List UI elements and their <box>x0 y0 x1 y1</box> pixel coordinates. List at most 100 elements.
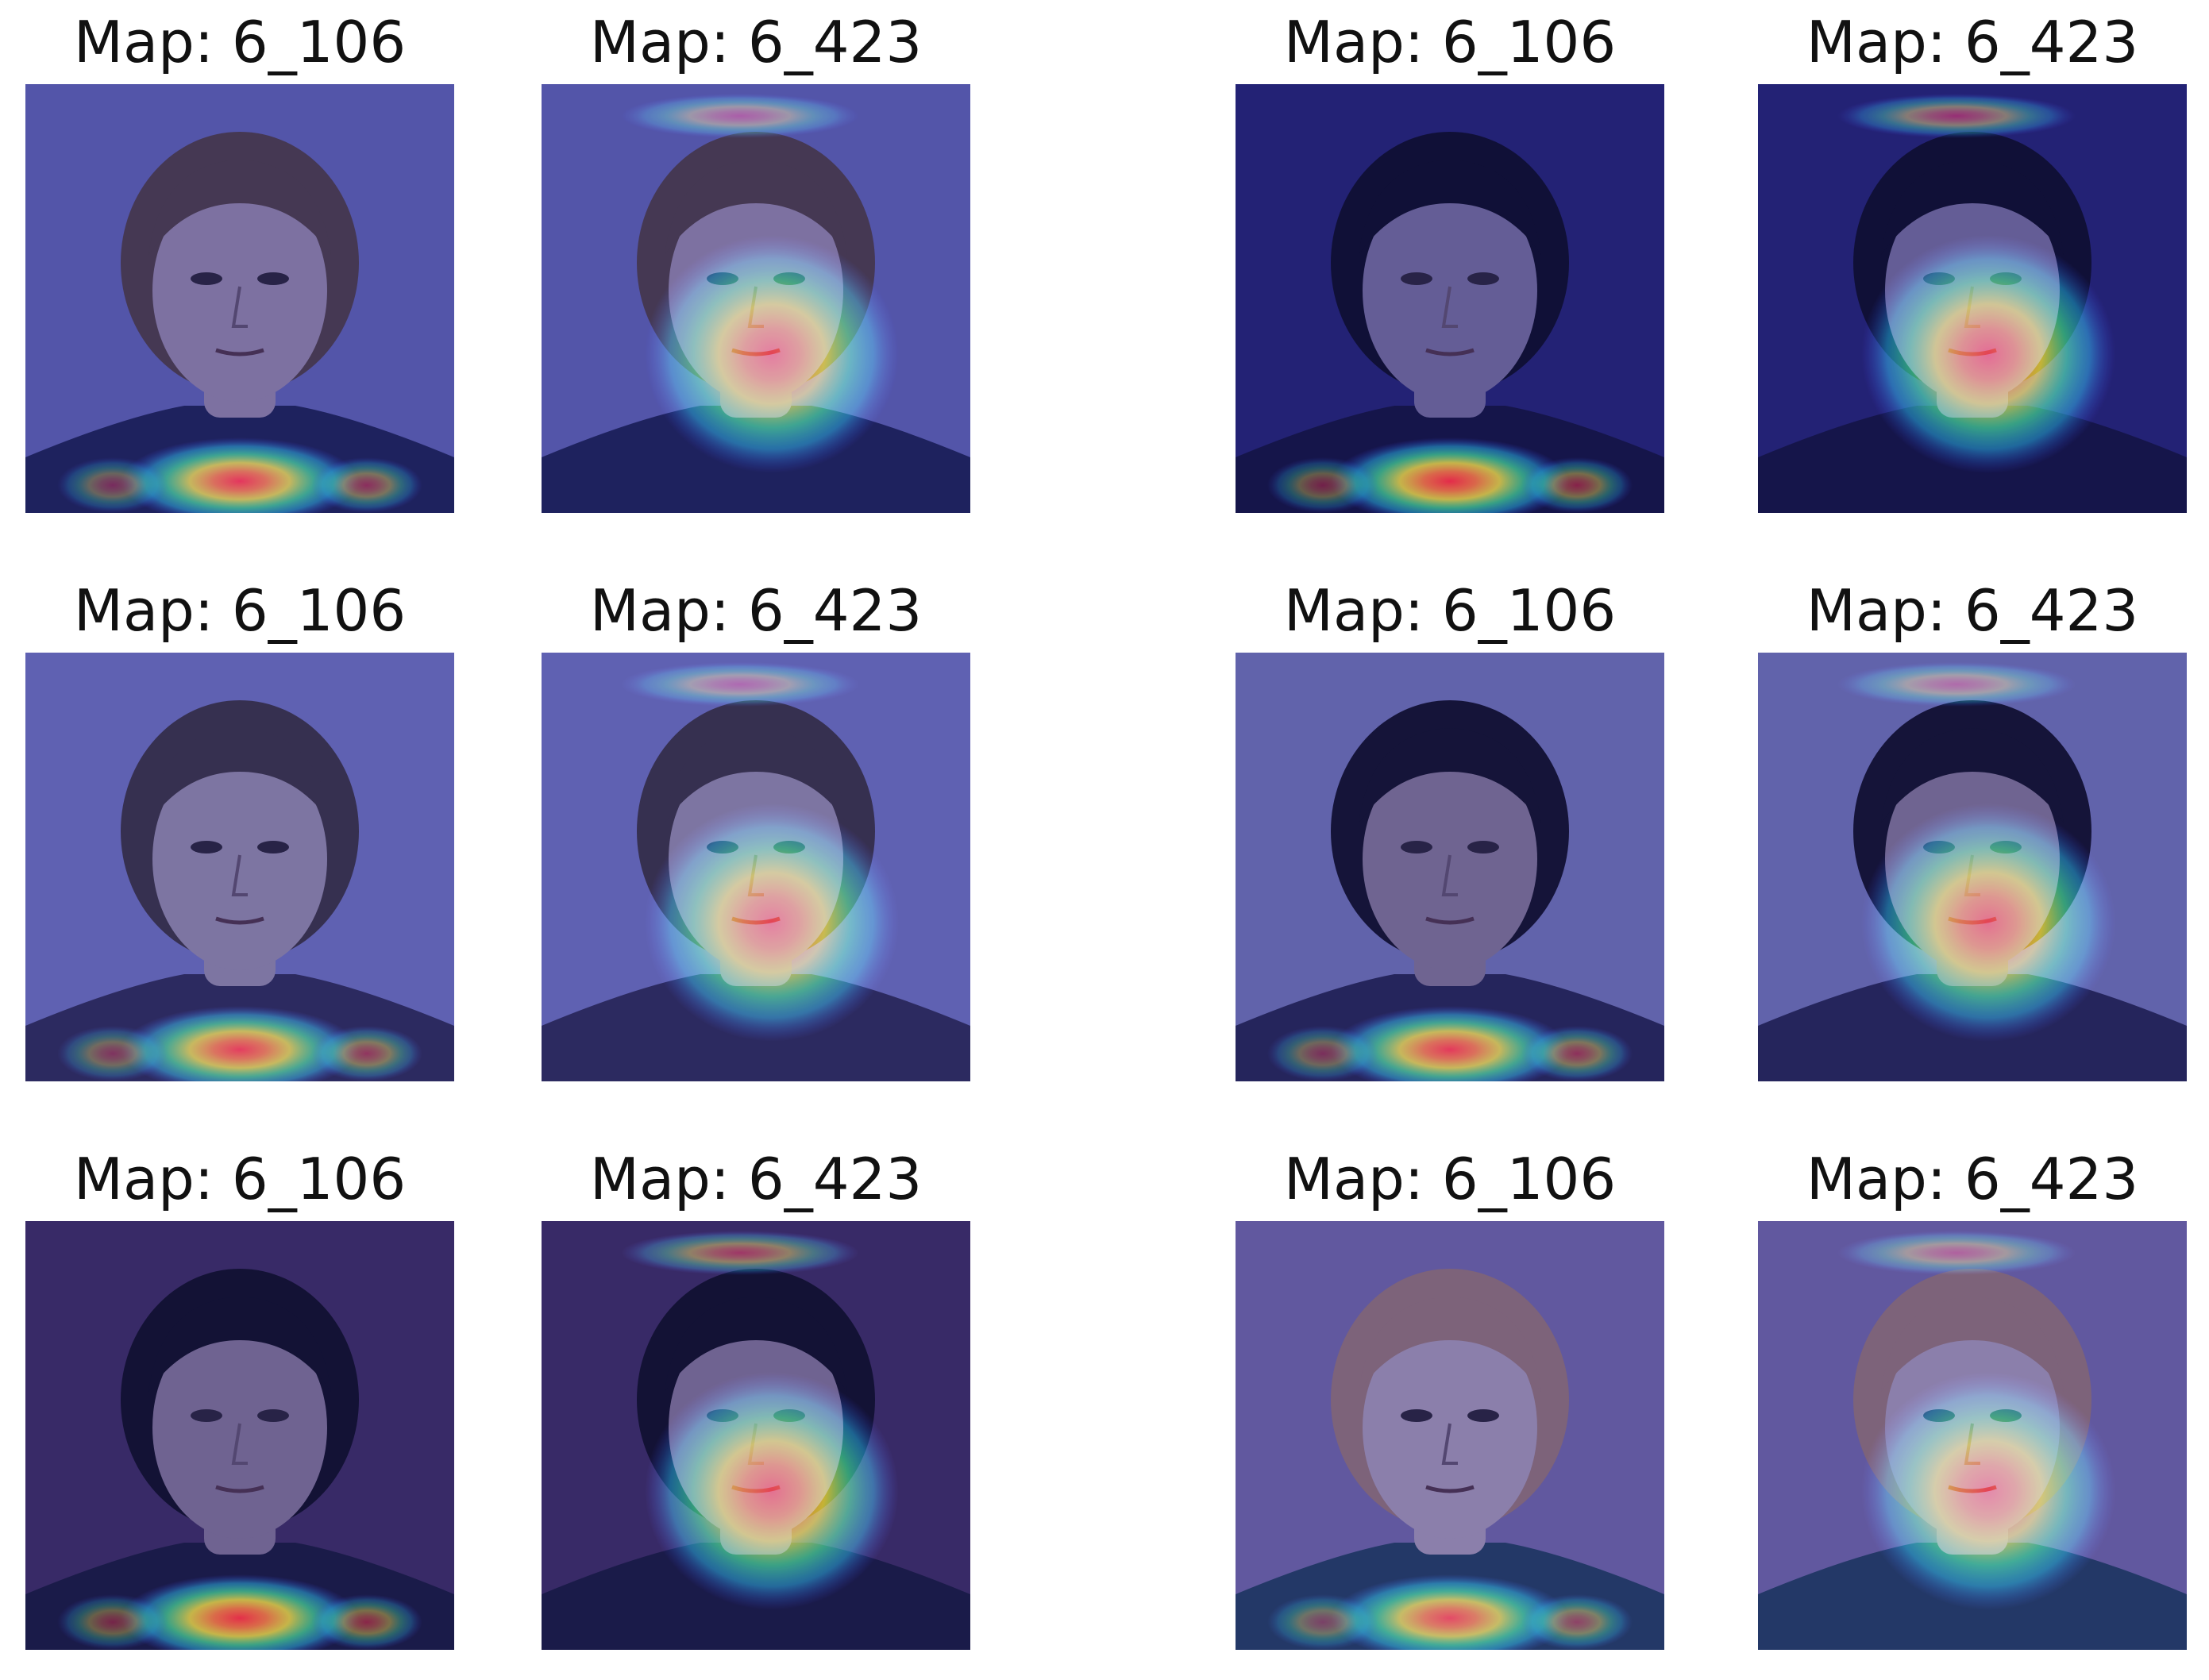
right-eye <box>1467 1409 1499 1422</box>
heat-blob-face <box>1861 1372 2115 1610</box>
hair-fringe <box>1359 1297 1541 1392</box>
left-eye <box>1401 1409 1432 1422</box>
heatmap-image <box>25 653 454 1081</box>
heat-overlay <box>1837 662 2115 1042</box>
nose <box>231 854 248 896</box>
heat-blob-top <box>621 662 859 707</box>
heatmap-svg <box>542 1221 970 1650</box>
panel-title: Map: 6_106 <box>73 577 407 644</box>
heat-blob-shoulder <box>1521 1594 1633 1650</box>
colormap-tint <box>1236 84 1664 513</box>
heat-blob-shoulder <box>1267 457 1378 513</box>
heat-blob-shoulder <box>1521 457 1633 513</box>
heatmap-image <box>1236 1221 1664 1650</box>
heatmap-image <box>1236 653 1664 1081</box>
heat-overlay <box>1837 1231 2115 1610</box>
nose <box>231 286 248 328</box>
heatmap-image <box>542 653 970 1081</box>
mouth <box>215 916 264 925</box>
heatmap-svg <box>25 84 454 513</box>
heat-blob-top <box>621 94 859 138</box>
colormap-tint <box>1758 84 2187 513</box>
heatmap-svg <box>1758 1221 2187 1650</box>
right-eye <box>257 1409 289 1422</box>
heat-overlay <box>57 437 422 513</box>
hair-fringe <box>148 1297 331 1392</box>
heat-blob-shoulder <box>311 1594 422 1650</box>
hair-fringe <box>1881 728 2064 823</box>
mouth <box>1425 916 1475 925</box>
heat-blob-shoulder <box>311 1026 422 1081</box>
left-eye <box>191 272 222 285</box>
colormap-tint <box>542 1221 970 1650</box>
mouth <box>1425 1485 1475 1493</box>
right-eye <box>1467 272 1499 285</box>
colormap-tint <box>25 1221 454 1650</box>
hair-fringe <box>1359 728 1541 823</box>
heatmap-image <box>25 1221 454 1650</box>
panel-title: Map: 6_423 <box>589 577 923 644</box>
heat-blob-top <box>1837 1231 2076 1275</box>
heatmap-image <box>1758 653 2187 1081</box>
heat-blob-shoulder <box>57 457 168 513</box>
nose <box>1441 286 1458 328</box>
nose <box>1441 854 1458 896</box>
heat-blob-face <box>1861 235 2115 473</box>
heatmap-svg <box>25 1221 454 1650</box>
mouth <box>215 1485 264 1493</box>
heat-blob-top <box>1837 94 2076 138</box>
hair-fringe <box>1881 1297 2064 1392</box>
panel-title: Map: 6_423 <box>1806 9 2139 75</box>
heat-blob-face <box>645 1372 899 1610</box>
heatmap-svg <box>25 653 454 1081</box>
heat-blob-shoulder <box>311 457 422 513</box>
panel-title: Map: 6_106 <box>73 1146 407 1212</box>
heat-overlay <box>621 662 899 1042</box>
heatmap-image <box>25 84 454 513</box>
heat-blob-face <box>1861 803 2115 1042</box>
hair-fringe <box>665 160 847 255</box>
colormap-tint <box>542 84 970 513</box>
heat-overlay <box>1837 94 2115 473</box>
heat-blob-neck <box>121 1574 359 1650</box>
heat-blob-face <box>645 235 899 473</box>
right-eye <box>1467 841 1499 853</box>
heat-overlay <box>57 1006 422 1081</box>
heatmap-svg <box>1236 84 1664 513</box>
heat-overlay <box>1267 437 1633 513</box>
heatmap-svg <box>1236 1221 1664 1650</box>
hair-fringe <box>148 160 331 255</box>
panel-title: Map: 6_423 <box>589 9 923 75</box>
heatmap-svg <box>1758 84 2187 513</box>
heat-overlay <box>621 1231 899 1610</box>
hair-fringe <box>1359 160 1541 255</box>
panel-title: Map: 6_106 <box>1283 1146 1617 1212</box>
heat-blob-neck <box>121 1006 359 1081</box>
heatmap-image <box>1236 84 1664 513</box>
hair-fringe <box>148 728 331 823</box>
heat-blob-neck <box>121 437 359 513</box>
colormap-tint <box>542 653 970 1081</box>
heat-blob-neck <box>1331 1574 1569 1650</box>
heat-blob-shoulder <box>1521 1026 1633 1081</box>
heatmap-svg <box>1236 653 1664 1081</box>
left-eye <box>1401 272 1432 285</box>
colormap-tint <box>25 84 454 513</box>
left-eye <box>191 841 222 853</box>
heat-overlay <box>621 94 899 473</box>
panel-title: Map: 6_106 <box>1283 577 1617 644</box>
panel-title: Map: 6_423 <box>589 1146 923 1212</box>
heatmap-image <box>1758 84 2187 513</box>
mouth <box>215 348 264 356</box>
panel-title: Map: 6_106 <box>73 9 407 75</box>
colormap-tint <box>25 653 454 1081</box>
colormap-tint <box>1236 653 1664 1081</box>
heat-blob-neck <box>1331 1006 1569 1081</box>
colormap-tint <box>1236 1221 1664 1650</box>
heatmap-svg <box>542 84 970 513</box>
nose <box>231 1423 248 1465</box>
left-eye <box>1401 841 1432 853</box>
panel-title: Map: 6_423 <box>1806 1146 2139 1212</box>
heatmap-image <box>542 1221 970 1650</box>
hair-fringe <box>665 728 847 823</box>
